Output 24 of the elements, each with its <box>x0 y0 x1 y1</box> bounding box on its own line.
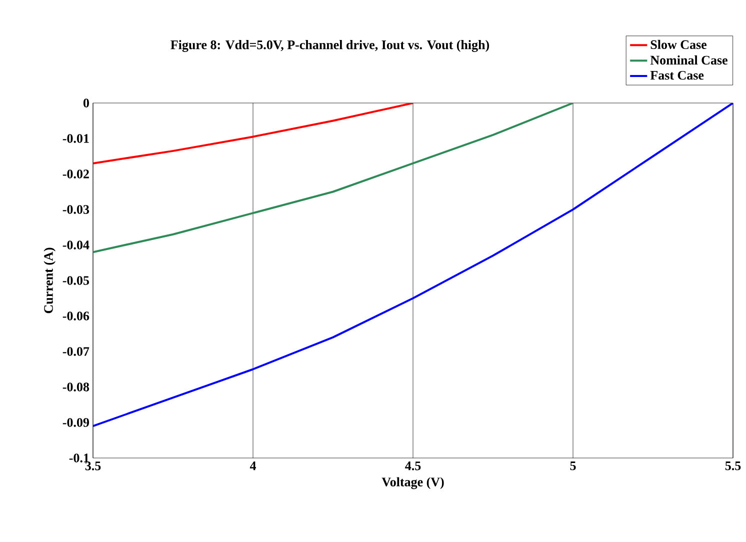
x-tick-label: 4.5 <box>405 462 421 470</box>
y-tick-label: -0.08 <box>62 382 90 392</box>
y-tick-label: -0.04 <box>62 240 90 250</box>
x-tick-label: 5.5 <box>725 462 741 470</box>
y-tick-label: -0.05 <box>62 276 89 285</box>
legend-label: Nominal Case <box>650 55 728 65</box>
x-tick-label: 3.5 <box>85 462 101 470</box>
line-series <box>93 103 574 254</box>
y-tick-label: -0.01 <box>62 134 89 143</box>
y-tick-label: -0.1 <box>69 454 89 462</box>
x-tick-label: 5 <box>570 462 576 470</box>
x-axis-title: Voltage (V) <box>382 477 444 490</box>
x-tick-label: 4 <box>250 462 256 470</box>
y-tick-label: -0.06 <box>62 312 90 320</box>
legend-label: Slow Case <box>650 40 707 50</box>
y-tick-label: -0.03 <box>62 205 90 214</box>
legend-label: Fast Case <box>650 70 704 80</box>
line-series <box>93 103 414 164</box>
chart-title: Figure 8: Vdd=5.0V, P-channel drive, Iout vs. Vout (high) <box>170 40 490 52</box>
y-tick-label: 0 <box>83 98 89 108</box>
y-tick-label: -0.02 <box>62 170 89 178</box>
y-axis-title: Current (A) <box>44 248 56 314</box>
y-tick-label: -0.09 <box>62 418 90 427</box>
y-tick-label: -0.07 <box>62 347 90 356</box>
